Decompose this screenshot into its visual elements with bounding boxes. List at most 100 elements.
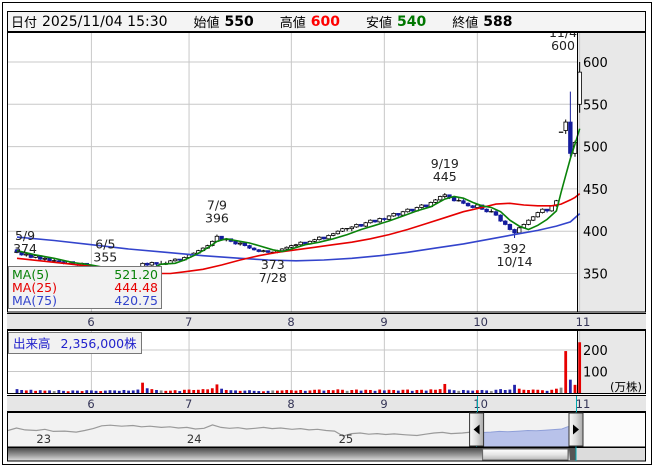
volume-bar [457,390,461,393]
volume-bar [359,390,363,393]
volume-bar [127,390,130,393]
volume-bar [573,384,577,393]
candle-body [335,230,341,235]
volume-bar [187,389,191,393]
price-plot-bg [7,32,577,312]
volume-bar [141,382,144,393]
price-annotation: 445 [433,169,457,184]
volume-bar [173,390,177,393]
candle-body [363,222,368,227]
year-label: 23 [36,432,51,446]
volume-bar [183,389,186,393]
price-tick-label: 500 [583,141,608,156]
month-axis-bottom: 6 7 8 9 10 11 [7,395,646,412]
volume-bar [201,389,205,393]
volume-bar [38,390,42,393]
candle-body [312,239,317,242]
candle-body [563,121,568,131]
volume-bar [234,390,237,393]
price-annotation: 7/9 [207,198,227,213]
candle-body [154,262,159,265]
candle-body [461,200,466,204]
volume-bar [434,389,437,393]
volume-bar [429,389,433,393]
volume-bar [229,390,233,393]
candle-body [535,212,540,218]
volume-bar [220,388,223,393]
price-annotation: 392 [503,241,527,256]
candle-body [465,202,471,207]
candle-body [149,262,155,266]
volume-bar [527,389,530,393]
volume-bar [52,391,56,393]
candle-body [512,229,517,234]
volume-bar [424,390,428,393]
candle-body [396,213,401,216]
high-label: 高値 [279,16,306,31]
volume-bar [294,390,298,393]
month-label: 10 [473,397,488,411]
selection-marker-left [476,396,478,412]
candle-body [33,255,38,258]
close-label: 終値 [452,16,479,31]
volume-bar [415,389,419,393]
volume-bar [266,390,270,393]
volume-bar [410,390,414,393]
volume-bar [145,388,149,393]
candle-body [289,245,294,248]
volume-bar [276,390,279,393]
volume-bar [192,389,196,393]
month-axis-top: 6 7 8 9 10 11 [7,313,646,330]
candle-body [358,224,364,227]
volume-bar [559,387,563,393]
volume-bar [313,389,316,393]
price-tick-label: 400 [583,225,608,240]
volume-bar [345,390,349,393]
volume-bar [499,389,502,393]
volume-bar [215,384,219,393]
scrollbar-thumb[interactable] [482,448,569,461]
candle-body [540,208,545,213]
volume-bar [224,389,228,393]
candle-body [382,218,387,220]
volume-bar [262,391,265,393]
arrow-left-icon [473,424,480,435]
candle-body [423,204,429,208]
volume-bar [299,389,303,393]
quote-header: 日付 2025/11/04 15:30 始値 550 高値 600 安値 540… [7,11,646,32]
volume-bar [564,351,568,393]
candle-body [24,253,29,256]
volume-bar [387,389,391,393]
price-annotation: 355 [93,249,117,264]
volume-bar [131,390,135,393]
volume-bar [113,390,117,393]
candle-body [484,208,489,213]
price-annotation: 5/9 [15,228,35,243]
volume-bar [406,389,409,393]
candle-body [303,241,308,245]
year-label: 25 [339,432,354,446]
candle-body [321,236,327,240]
candle-body [577,71,582,105]
volume-bar [555,388,558,393]
navigator-inactive-bg [576,412,646,447]
volume-bar [99,391,103,393]
price-annotation: 396 [205,211,229,226]
month-label: 11 [575,315,591,329]
candle-body [237,242,243,245]
candle-body [526,219,531,225]
scrollbar-track[interactable] [8,448,576,461]
month-label: 6 [87,397,95,411]
volume-bar [466,390,470,393]
candle-body [265,250,271,253]
candle-body [293,244,299,247]
price-annotation: 600 [551,38,575,53]
date-label: 日付 [11,16,38,31]
candle-body [144,262,150,266]
volume-bar [369,389,372,393]
volume-bar [494,389,498,393]
volume-bar [80,391,84,393]
candle-body [354,224,359,228]
volume-tick-label: 200 [583,344,608,359]
volume-bar [103,390,107,393]
